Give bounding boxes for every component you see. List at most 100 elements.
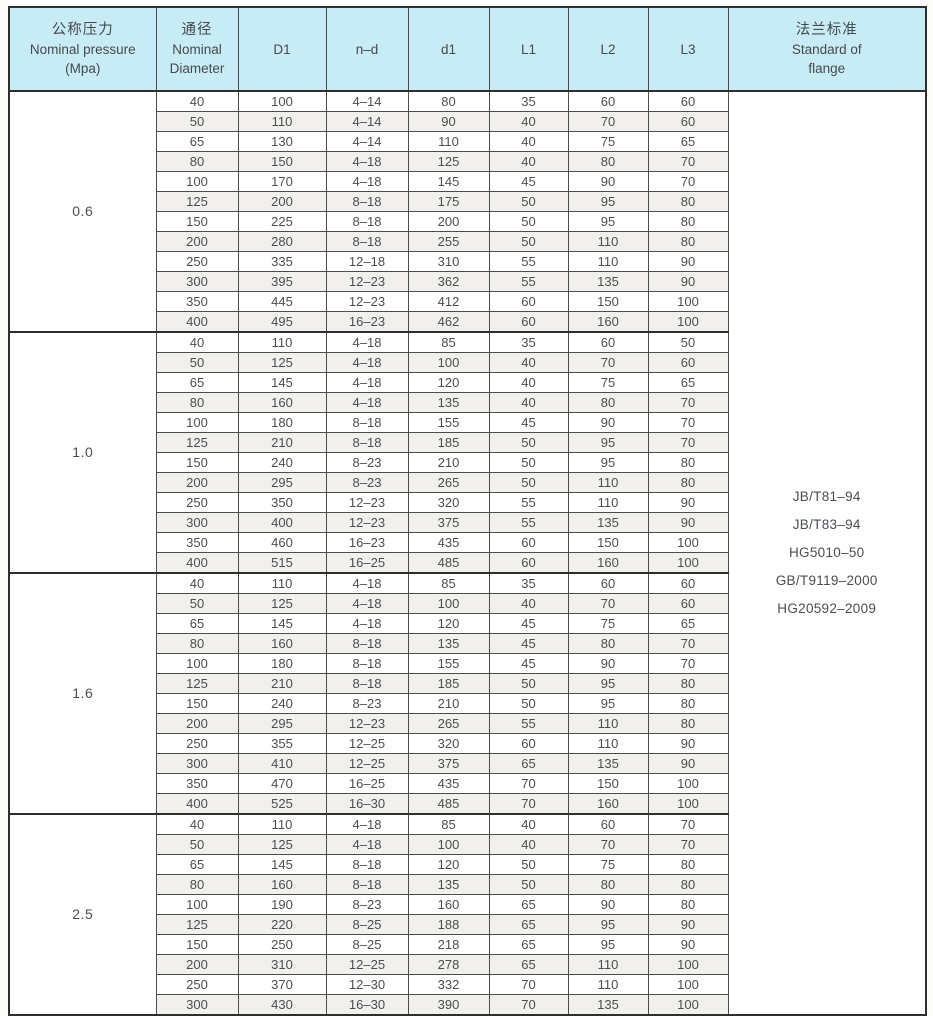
table-cell: 100 bbox=[647, 974, 729, 995]
table-cell: 55 bbox=[488, 271, 569, 292]
flange-spec-table: 公称压力 Nominal pressure (Mpa) 通径 Nominal D… bbox=[8, 6, 927, 1016]
col-header-d1-outer: D1 bbox=[237, 6, 327, 92]
table-cell: 130 bbox=[237, 131, 327, 152]
table-cell: 55 bbox=[488, 251, 569, 272]
table-cell: 495 bbox=[237, 311, 327, 333]
table-cell: 40 bbox=[488, 372, 569, 393]
table-cell: 210 bbox=[407, 693, 490, 714]
table-cell: 50 bbox=[155, 111, 239, 132]
table-cell: 95 bbox=[567, 693, 649, 714]
table-row: 400 525 16–30 485 70 160 100 bbox=[9, 793, 926, 815]
table-row: 350 445 12–23 412 60 150 100 bbox=[9, 291, 926, 312]
table-cell: 125 bbox=[237, 593, 327, 614]
table-cell: 8–18 bbox=[325, 653, 409, 674]
table-cell: 45 bbox=[488, 653, 569, 674]
table-cell: 110 bbox=[237, 111, 327, 132]
table-cell: 100 bbox=[647, 994, 729, 1016]
pressure-group-label: 2.5 bbox=[8, 813, 157, 1016]
table-cell: 70 bbox=[647, 412, 729, 433]
table-row: 400 515 16–25 485 60 160 100 bbox=[9, 552, 926, 574]
table-cell: 95 bbox=[567, 452, 649, 473]
table-cell: 40 bbox=[488, 131, 569, 152]
table-cell: 80 bbox=[647, 452, 729, 473]
table-row: 65 145 8–18 120 50 75 80 bbox=[9, 854, 926, 875]
table-cell: 70 bbox=[567, 834, 649, 855]
table-cell: 8–18 bbox=[325, 673, 409, 694]
table-cell: 135 bbox=[407, 874, 490, 895]
table-cell: 4–14 bbox=[325, 131, 409, 152]
table-cell: 295 bbox=[237, 713, 327, 734]
table-cell: 65 bbox=[155, 613, 239, 634]
col-header-flange-standard: 法兰标准 Standard of flange bbox=[727, 6, 927, 92]
table-cell: 12–25 bbox=[325, 733, 409, 754]
table-cell: 430 bbox=[237, 994, 327, 1016]
table-header: 公称压力 Nominal pressure (Mpa) 通径 Nominal D… bbox=[8, 6, 927, 92]
col-header-l2: L2 bbox=[567, 6, 649, 92]
table-cell: 375 bbox=[407, 753, 490, 774]
table-cell: 16–25 bbox=[325, 773, 409, 794]
table-cell: 8–23 bbox=[325, 693, 409, 714]
standard-line: GB/T9119–2000 bbox=[775, 573, 878, 588]
table-cell: 65 bbox=[155, 131, 239, 152]
header-pressure-en: Nominal pressure bbox=[29, 41, 136, 57]
table-cell: 525 bbox=[237, 793, 327, 815]
table-cell: 110 bbox=[237, 572, 327, 594]
table-cell: 125 bbox=[155, 914, 239, 935]
table-cell: 90 bbox=[647, 753, 729, 774]
table-cell: 110 bbox=[567, 492, 649, 513]
table-cell: 310 bbox=[407, 251, 490, 272]
table-cell: 100 bbox=[647, 552, 729, 574]
table-cell: 80 bbox=[155, 633, 239, 654]
table-cell: 100 bbox=[407, 593, 490, 614]
table-cell: 485 bbox=[407, 552, 490, 574]
table-cell: 180 bbox=[237, 412, 327, 433]
table-cell: 135 bbox=[407, 392, 490, 413]
table-cell: 70 bbox=[488, 793, 569, 815]
table-cell: 470 bbox=[237, 773, 327, 794]
table-cell: 150 bbox=[155, 452, 239, 473]
table-cell: 70 bbox=[647, 151, 729, 172]
table-cell: 80 bbox=[155, 874, 239, 895]
table-cell: 8–18 bbox=[325, 874, 409, 895]
table-row: 100 180 8–18 155 45 90 70 bbox=[9, 653, 926, 674]
table-cell: 16–25 bbox=[325, 552, 409, 574]
table-cell: 145 bbox=[237, 854, 327, 875]
table-cell: 60 bbox=[488, 291, 569, 312]
table-cell: 332 bbox=[407, 974, 490, 995]
table-cell: 40 bbox=[488, 834, 569, 855]
table-cell: 60 bbox=[488, 532, 569, 553]
header-row: 公称压力 Nominal pressure (Mpa) 通径 Nominal D… bbox=[8, 6, 927, 92]
table-cell: 65 bbox=[488, 954, 569, 975]
table-cell: 160 bbox=[567, 311, 649, 333]
table-cell: 4–18 bbox=[325, 392, 409, 413]
table-cell: 200 bbox=[155, 954, 239, 975]
table-cell: 135 bbox=[567, 271, 649, 292]
table-cell: 50 bbox=[488, 472, 569, 493]
header-pressure-zh: 公称压力 bbox=[51, 21, 114, 38]
table-cell: 190 bbox=[237, 894, 327, 915]
table-cell: 375 bbox=[407, 512, 490, 533]
table-cell: 160 bbox=[407, 894, 490, 915]
col-header-nominal-pressure: 公称压力 Nominal pressure (Mpa) bbox=[8, 6, 157, 92]
table-cell: 4–18 bbox=[325, 331, 409, 353]
table-cell: 65 bbox=[647, 131, 729, 152]
pressure-group-label: 1.6 bbox=[8, 572, 157, 815]
table-row: 150 250 8–25 218 65 95 90 bbox=[9, 934, 926, 955]
table-cell: 80 bbox=[567, 151, 649, 172]
col-header-l3: L3 bbox=[647, 6, 729, 92]
table-cell: 65 bbox=[155, 372, 239, 393]
table-cell: 65 bbox=[647, 372, 729, 393]
table-cell: 4–18 bbox=[325, 834, 409, 855]
header-diameter-en2: Diameter bbox=[169, 60, 225, 76]
table-cell: 135 bbox=[567, 512, 649, 533]
table-cell: 100 bbox=[155, 894, 239, 915]
table-cell: 188 bbox=[407, 914, 490, 935]
header-diameter-en1: Nominal bbox=[172, 41, 222, 57]
table-cell: 135 bbox=[567, 753, 649, 774]
table-cell: 40 bbox=[155, 813, 239, 835]
table-cell: 100 bbox=[647, 291, 729, 312]
table-cell: 8–18 bbox=[325, 633, 409, 654]
table-cell: 100 bbox=[407, 352, 490, 373]
table-cell: 50 bbox=[155, 352, 239, 373]
table-cell: 12–25 bbox=[325, 753, 409, 774]
